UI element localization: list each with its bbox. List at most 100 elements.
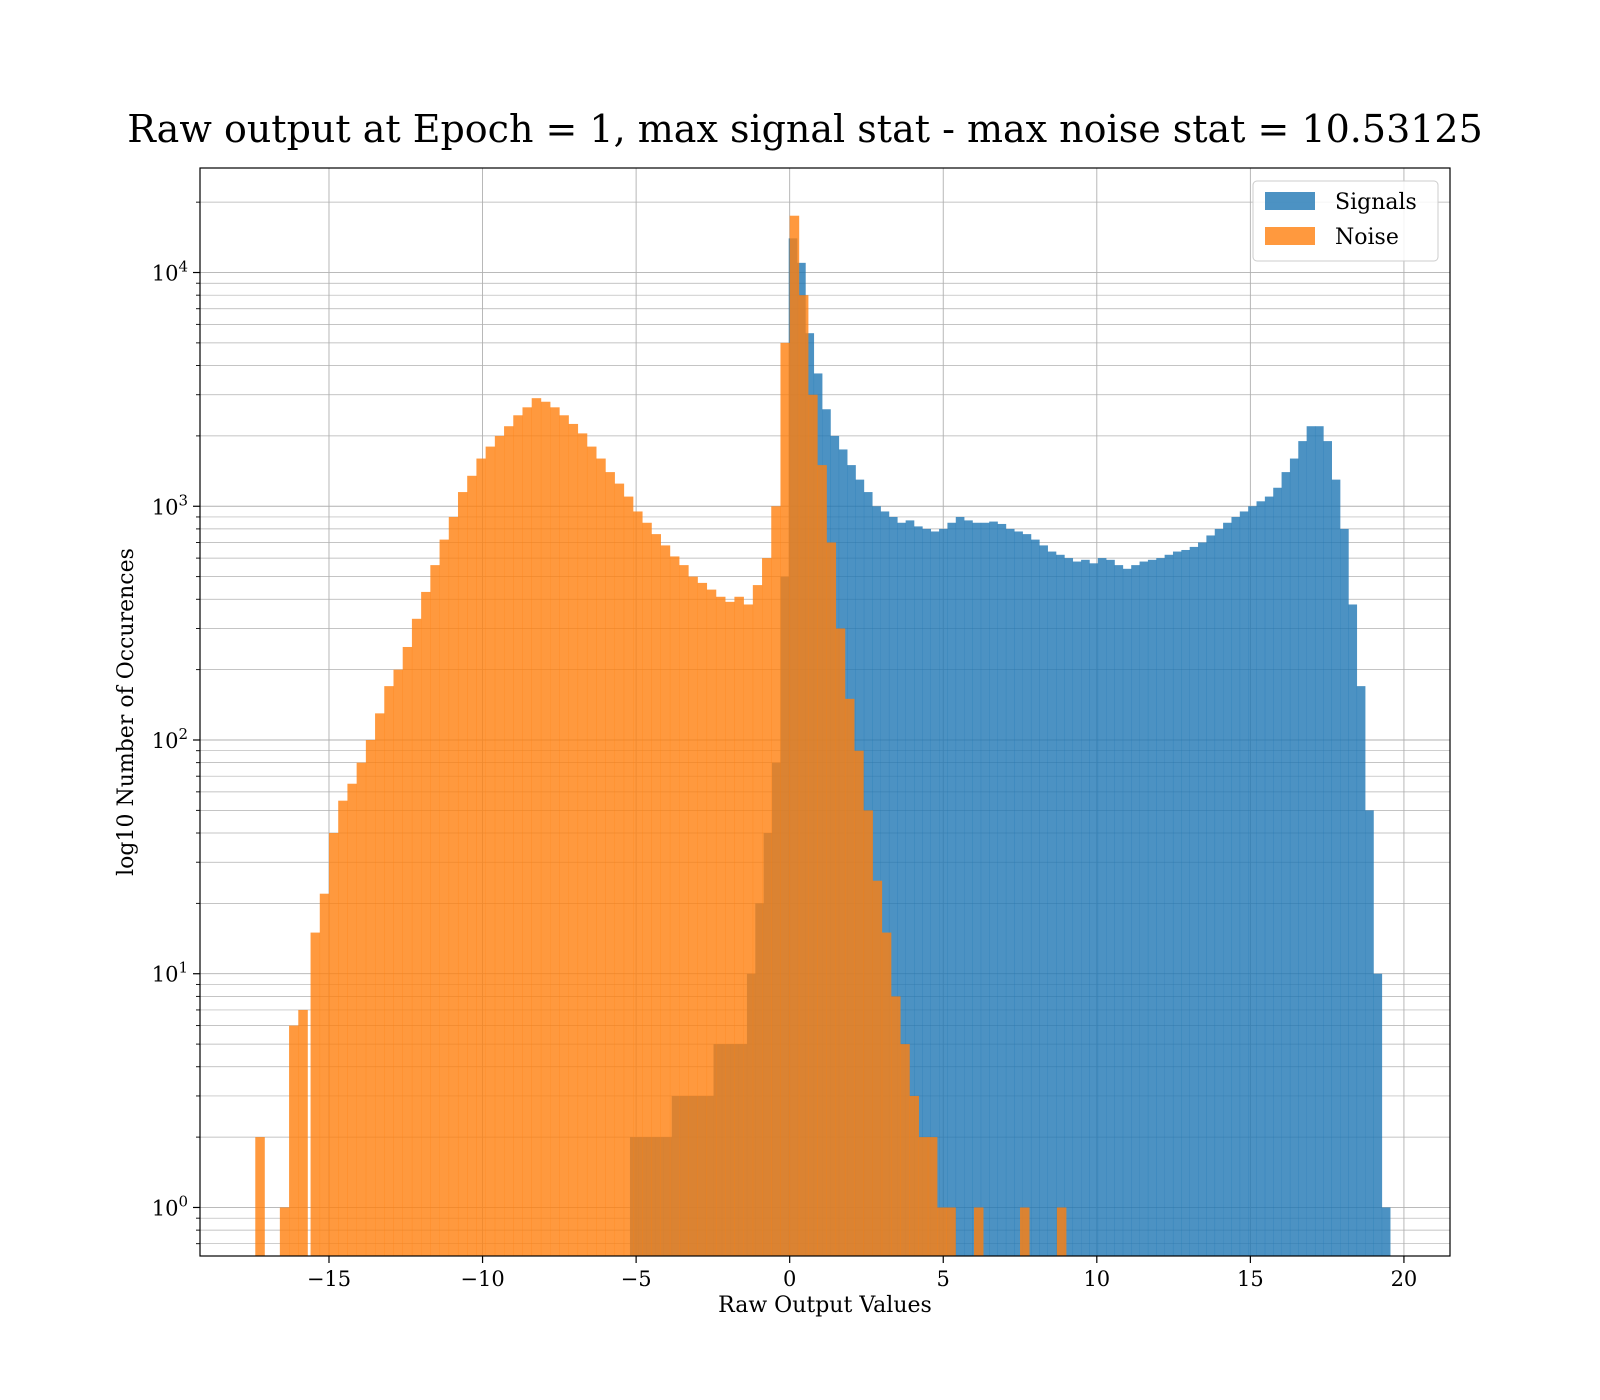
signals-bar	[922, 528, 932, 1256]
noise-bar	[494, 435, 505, 1256]
signals-bar	[1298, 441, 1307, 1256]
legend-swatch-signals	[1265, 192, 1315, 210]
histogram-bars	[255, 215, 1391, 1257]
noise-bar	[393, 669, 404, 1256]
noise-bar	[697, 582, 708, 1256]
signals-bar	[1172, 551, 1182, 1256]
signals-bar	[897, 522, 906, 1256]
noise-bar	[937, 1207, 947, 1256]
signals-bar	[1281, 472, 1291, 1256]
signals-bar	[1131, 565, 1140, 1256]
signals-bar	[964, 520, 973, 1256]
x-tick-label: 20	[1391, 1267, 1418, 1291]
x-axis-label: Raw Output Values	[718, 1293, 932, 1318]
plot-frame	[199, 167, 1451, 1257]
noise-bar	[605, 472, 615, 1256]
noise-bar	[356, 762, 367, 1256]
noise-bar	[817, 465, 827, 1256]
signals-bar	[1206, 535, 1216, 1256]
signals-bar	[1164, 554, 1174, 1256]
noise-bar	[891, 996, 901, 1256]
x-tick-label: 10	[1083, 1267, 1110, 1291]
signals-bar	[1147, 559, 1157, 1256]
signals-bar	[1356, 686, 1366, 1256]
signals-bar	[1089, 563, 1099, 1256]
noise-bar	[279, 1207, 290, 1256]
noise-bar	[384, 686, 394, 1256]
noise-bar	[927, 1137, 938, 1256]
noise-bar	[522, 407, 532, 1256]
signals-bar	[1214, 528, 1224, 1256]
signals-bar	[947, 522, 957, 1256]
noise-bar	[669, 556, 680, 1256]
signals-bar	[1239, 511, 1249, 1256]
signals-bar	[1064, 558, 1074, 1256]
signals-bar	[914, 526, 923, 1256]
noise-bar	[614, 483, 625, 1257]
noise-bar	[531, 398, 542, 1256]
signals-bar	[1081, 559, 1090, 1256]
noise-bar	[780, 342, 790, 1257]
noise-bar	[255, 1137, 265, 1256]
signals-bar	[930, 531, 940, 1256]
signals-bar	[1323, 441, 1332, 1256]
noise-bar	[568, 423, 579, 1257]
noise-bar	[854, 750, 864, 1256]
noise-bar	[577, 433, 588, 1256]
signals-bar	[905, 520, 915, 1256]
noise-bar	[338, 800, 348, 1256]
signals-bar	[1314, 426, 1324, 1257]
signals-bar	[1005, 528, 1015, 1256]
signals-bar	[1256, 501, 1266, 1256]
signals-bar	[1156, 558, 1165, 1256]
noise-bar	[319, 893, 330, 1256]
noise-bar	[476, 458, 486, 1256]
signals-bar	[1248, 506, 1257, 1256]
signals-bar	[1348, 604, 1358, 1256]
signals-bar	[888, 516, 898, 1256]
noise-bar	[688, 576, 698, 1256]
signals-bar	[997, 523, 1007, 1256]
y-tick-label: 103	[152, 491, 188, 519]
noise-bar	[826, 542, 837, 1256]
signals-bar	[989, 521, 998, 1256]
signals-bar	[1198, 542, 1207, 1256]
signals-bar	[955, 516, 965, 1256]
noise-bar	[808, 394, 818, 1256]
noise-bar	[918, 1137, 929, 1256]
noise-bar	[365, 739, 376, 1256]
legend-swatch-noise	[1265, 227, 1315, 245]
x-tick-label: 5	[937, 1267, 950, 1291]
noise-bar	[633, 511, 643, 1256]
signals-bar	[1373, 973, 1383, 1256]
noise-bar	[660, 545, 671, 1256]
noise-bar	[1020, 1207, 1030, 1256]
y-axis-label: log10 Number of Occurences	[114, 548, 139, 876]
noise-bar	[863, 810, 873, 1256]
noise-bar	[743, 604, 754, 1256]
signals-bar	[1331, 479, 1341, 1256]
signals-bar	[1056, 554, 1065, 1256]
signals-bar	[1189, 546, 1199, 1256]
signals-bar	[1122, 568, 1132, 1256]
signals-bar	[1223, 522, 1232, 1256]
x-tick-label: 15	[1237, 1267, 1264, 1291]
noise-bar	[789, 215, 800, 1256]
signals-bar	[1072, 561, 1082, 1256]
noise-bar	[550, 407, 560, 1256]
signals-bar	[880, 511, 890, 1256]
noise-bar	[375, 713, 385, 1256]
noise-bar	[642, 522, 652, 1256]
legend-label-signals: Signals	[1335, 190, 1417, 215]
signals-bar	[1139, 561, 1149, 1256]
x-tick-label: −10	[460, 1267, 504, 1291]
signals-bar	[1106, 559, 1115, 1256]
noise-bar	[328, 833, 339, 1256]
noise-bar	[430, 565, 440, 1256]
signals-bar	[1264, 496, 1274, 1257]
signals-bar	[1365, 810, 1374, 1256]
signals-bar	[1381, 1207, 1391, 1256]
noise-bar	[559, 415, 569, 1256]
noise-bar	[467, 475, 477, 1256]
noise-bar	[651, 534, 661, 1256]
